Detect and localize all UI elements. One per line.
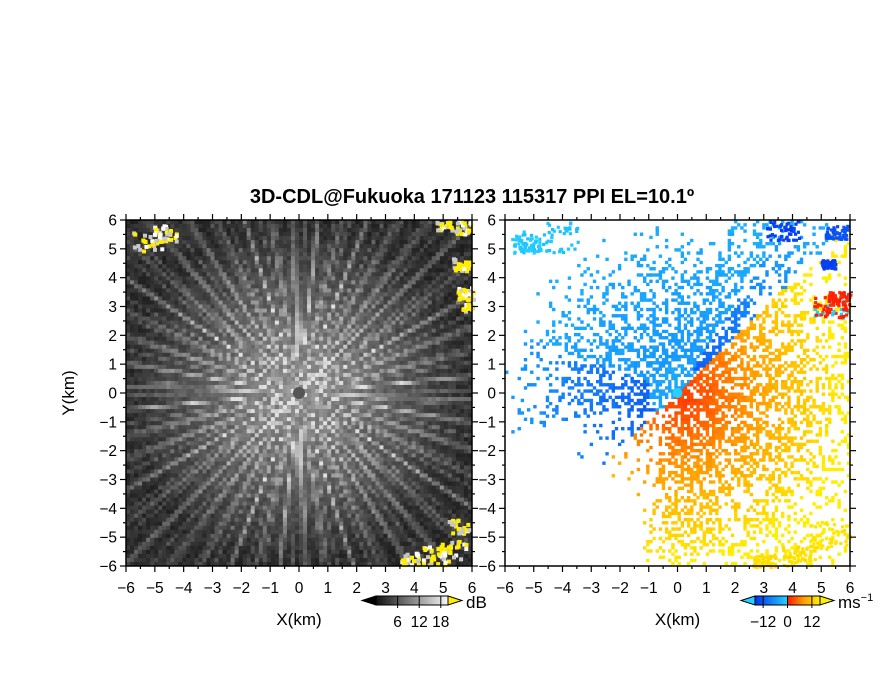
x-tick-label: −6 — [117, 580, 135, 597]
x-tick-label: 4 — [410, 580, 419, 597]
y-tick-label: 3 — [108, 299, 117, 316]
y-tick-label: 0 — [487, 386, 496, 403]
velocity-colorbar: −12 0 12 ms−1 — [739, 592, 873, 631]
x-tick-label: −1 — [640, 580, 658, 597]
x-tick-label: −6 — [496, 580, 514, 597]
y-tick-label: −3 — [99, 472, 117, 489]
x-tick-label: 3 — [759, 580, 768, 597]
radar-center-marker — [293, 387, 305, 399]
y-tick-label: 2 — [487, 328, 496, 345]
x-tick-label: −4 — [175, 580, 193, 597]
snr-field — [126, 220, 473, 567]
x-tick-label: 0 — [295, 580, 304, 597]
x-tick-label: −3 — [204, 580, 222, 597]
x-tick-label: 0 — [673, 580, 682, 597]
radar-center-marker — [672, 388, 683, 398]
velocity-panel: −6 −5 −4 −3 −2 −1 0 1 2 3 4 5 6−6−5−4−3−2−10123456X(… — [478, 213, 856, 629]
velocity-far-clusters — [511, 220, 853, 570]
y-tick-label: −5 — [478, 530, 496, 547]
x-tick-label: 6 — [468, 580, 477, 597]
x-tick-label: −1 — [261, 580, 279, 597]
y-tick-label: −6 — [478, 559, 496, 576]
colorbar-tick-label: −12 — [750, 614, 776, 631]
y-tick-label: −1 — [99, 414, 117, 431]
chart-title: 3D-CDL@Fukuoka 171123 115317 PPI EL=10.1… — [249, 186, 695, 208]
colorbar-tick-label: 0 — [783, 614, 792, 631]
y-axis-label: Y(km) — [59, 370, 78, 415]
y-tick-label: 6 — [108, 213, 117, 230]
x-tick-label: 3 — [381, 580, 390, 597]
high-snr-patches — [132, 220, 476, 568]
snr-colorbar: 6 12 18 dB — [360, 593, 487, 631]
y-tick-label: 2 — [108, 328, 117, 345]
y-tick-label: 4 — [487, 270, 496, 287]
colorbar-unit: dB — [466, 593, 487, 612]
y-tick-label: −4 — [478, 501, 496, 518]
colorbar-high-arrow — [447, 595, 464, 606]
velocity-field — [505, 220, 851, 566]
y-tick-label: 3 — [487, 299, 496, 316]
y-tick-label: 0 — [108, 386, 117, 403]
y-tick-label: 5 — [487, 241, 496, 258]
x-tick-label: −3 — [582, 580, 600, 597]
colorbar-tick-label: 6 — [393, 614, 402, 631]
x-tick-label: 1 — [324, 580, 333, 597]
y-tick-label: −2 — [478, 443, 496, 460]
y-tick-label: 1 — [108, 357, 117, 374]
snr-panel: −6 −5 −4 −3 −2 −1 0 1 2 3 4 5 6−6−5−4−3−2−10123456X(… — [59, 213, 478, 629]
y-tick-label: −3 — [478, 472, 496, 489]
x-tick-label: 5 — [439, 580, 448, 597]
colorbar-low-arrow — [360, 595, 377, 606]
colorbar-unit: ms−1 — [838, 592, 873, 612]
colorbar-frame — [375, 595, 449, 606]
x-axis-label: X(km) — [276, 610, 321, 629]
y-tick-label: −2 — [99, 443, 117, 460]
y-tick-label: −6 — [99, 559, 117, 576]
x-tick-label: 4 — [788, 580, 797, 597]
y-tick-label: 1 — [487, 357, 496, 374]
y-tick-label: 6 — [487, 213, 496, 230]
x-tick-label: 1 — [702, 580, 711, 597]
colorbar-tick-label: 18 — [432, 614, 449, 631]
x-tick-label: −5 — [525, 580, 543, 597]
x-tick-label: −4 — [554, 580, 572, 597]
colorbar-high-arrow — [819, 595, 836, 606]
y-tick-label: −1 — [478, 414, 496, 431]
y-tick-label: −4 — [99, 501, 117, 518]
tick-marks — [499, 214, 856, 572]
tick-marks — [120, 214, 478, 572]
x-tick-label: −2 — [611, 580, 629, 597]
x-axis-label: X(km) — [655, 610, 700, 629]
y-tick-label: 4 — [108, 270, 117, 287]
colorbar-low-arrow — [739, 595, 756, 606]
x-tick-label: −5 — [146, 580, 164, 597]
x-tick-label: −2 — [232, 580, 250, 597]
y-tick-label: 5 — [108, 241, 117, 258]
x-tick-label: 2 — [352, 580, 361, 597]
x-tick-label: 6 — [846, 580, 855, 597]
colorbar-tick-label: 12 — [803, 614, 820, 631]
x-tick-label: 2 — [731, 580, 740, 597]
x-tick-label: 5 — [817, 580, 826, 597]
colorbar-tick-label: 12 — [411, 614, 428, 631]
y-tick-label: −5 — [99, 530, 117, 547]
